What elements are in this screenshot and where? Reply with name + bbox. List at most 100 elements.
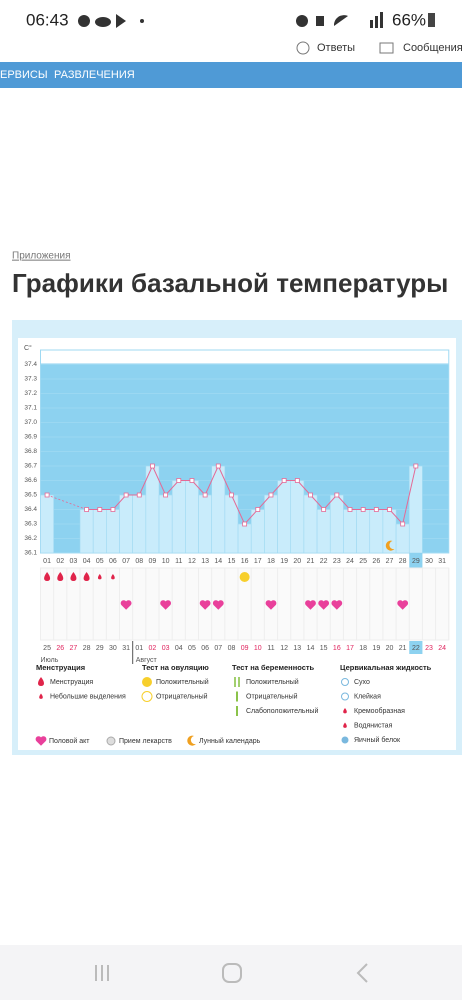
nav-bar <box>0 945 462 1000</box>
highlight-cell <box>409 641 423 654</box>
temperature-point <box>123 492 129 498</box>
legend-label: Яичный белок <box>354 736 401 744</box>
legend-icon <box>38 677 44 686</box>
status-icons <box>78 12 383 28</box>
menu-item[interactable]: ЕРВИСЫ <box>0 69 48 81</box>
date-label: 12 <box>280 645 288 652</box>
y-axis-label: C° <box>24 344 32 352</box>
temperature-bar <box>185 480 199 554</box>
temperature-bar <box>329 494 344 554</box>
back-button[interactable] <box>356 963 368 983</box>
messages-icon <box>379 42 394 54</box>
temperature-point <box>347 507 353 512</box>
temperature-bar <box>92 509 107 554</box>
temperature-bar <box>40 494 54 554</box>
date-label: 05 <box>188 645 196 652</box>
x-tick-label: 14 <box>214 558 222 565</box>
x-tick-label: 07 <box>122 558 130 565</box>
legend-icon <box>187 735 196 746</box>
y-tick-label: 36.1 <box>24 550 37 557</box>
event-icon <box>397 600 409 610</box>
x-tick-label: 29 <box>412 558 420 565</box>
battery-icon <box>428 13 435 27</box>
event-icon <box>318 600 330 610</box>
date-label: 09 <box>241 645 249 652</box>
date-label: 30 <box>109 645 117 652</box>
y-tick-label: 37.1 <box>24 405 37 412</box>
x-tick-label: 24 <box>346 558 354 565</box>
temperature-bar <box>277 480 292 554</box>
event-icon <box>44 572 51 581</box>
menu-item[interactable]: РАЗВЛЕЧЕНИЯ <box>54 69 135 81</box>
legend-label: Кремообразная <box>354 707 405 715</box>
temperature-point <box>163 492 169 498</box>
temperature-point <box>360 507 366 512</box>
y-tick-label: 36.4 <box>24 506 37 513</box>
date-label: 03 <box>162 645 170 652</box>
date-label: 11 <box>267 645 274 652</box>
temperature-bar <box>369 509 384 554</box>
temperature-point <box>334 492 340 498</box>
legend-icon <box>234 677 240 687</box>
temperature-bar <box>303 494 318 554</box>
event-icon <box>70 572 77 581</box>
temperature-bar <box>250 509 265 554</box>
temperature-point <box>268 492 274 498</box>
date-label: 25 <box>43 645 51 652</box>
temperature-point <box>400 521 406 527</box>
x-tick-label: 01 <box>43 558 51 565</box>
date-label: 01 <box>135 645 143 652</box>
header-link[interactable]: Ответы <box>317 42 355 54</box>
x-tick-label: 08 <box>135 558 143 565</box>
legend-icon <box>39 693 43 699</box>
legend-label: Прием лекарств <box>119 738 172 745</box>
temperature-bar <box>343 509 357 554</box>
legend-label: Половой акт <box>49 737 90 745</box>
event-icon <box>265 600 277 610</box>
y-tick-label: 36.5 <box>24 492 37 499</box>
legend-icon <box>141 691 153 702</box>
temperature-point <box>281 478 287 483</box>
x-tick-label: 21 <box>307 558 315 565</box>
temperature-bar <box>158 494 173 554</box>
temperature-point <box>215 463 221 469</box>
highlight-cell <box>409 553 423 568</box>
home-button[interactable] <box>222 963 242 983</box>
x-tick-label: 03 <box>70 558 78 565</box>
x-tick-label: 05 <box>96 558 104 565</box>
y-tick-label: 37.2 <box>24 390 37 397</box>
legend-icon <box>341 692 349 701</box>
temperature-bar <box>106 509 120 554</box>
header-link[interactable]: Сообщения <box>403 42 462 54</box>
temperature-bar <box>132 494 147 554</box>
x-tick-label: 13 <box>201 558 209 565</box>
date-label: 06 <box>201 645 209 652</box>
y-tick-label: 36.7 <box>24 463 37 470</box>
date-label: 15 <box>320 645 328 652</box>
x-tick-label: 22 <box>320 558 328 565</box>
legend-icon <box>236 691 238 702</box>
x-tick-label: 11 <box>175 558 182 565</box>
date-label: 17 <box>346 645 354 652</box>
event-icon <box>83 572 90 581</box>
temperature-point <box>202 492 208 498</box>
temperature-point <box>136 492 142 498</box>
date-label: 07 <box>214 645 222 652</box>
date-label: 19 <box>372 645 380 652</box>
legend-label: Менструация <box>50 679 93 686</box>
date-label: 24 <box>438 645 446 652</box>
date-label: 02 <box>149 645 157 652</box>
legend-label: Слабоположительный <box>246 707 318 715</box>
x-tick-label: 19 <box>280 558 288 565</box>
legend-label: Водянистая <box>354 722 393 729</box>
event-icon <box>331 600 343 610</box>
temperature-bar <box>395 523 410 554</box>
breadcrumb[interactable]: Приложения <box>12 251 71 262</box>
recent-button[interactable] <box>95 965 109 981</box>
event-icon <box>305 600 316 610</box>
temperature-point <box>413 463 419 469</box>
date-label: 08 <box>228 645 236 652</box>
temperature-bar <box>224 494 239 554</box>
